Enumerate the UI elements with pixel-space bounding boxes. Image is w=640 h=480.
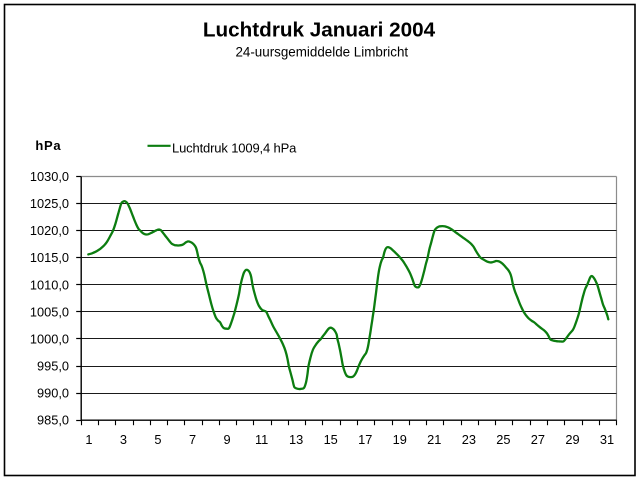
- svg-text:990,0: 990,0: [37, 386, 69, 401]
- svg-text:31: 31: [600, 432, 614, 447]
- svg-text:1010,0: 1010,0: [30, 277, 69, 292]
- svg-text:9: 9: [223, 432, 230, 447]
- svg-text:Luchtdruk Januari 2004: Luchtdruk Januari 2004: [203, 19, 436, 42]
- svg-text:1020,0: 1020,0: [30, 223, 69, 238]
- svg-text:1005,0: 1005,0: [30, 304, 69, 319]
- svg-text:7: 7: [189, 432, 196, 447]
- svg-text:995,0: 995,0: [37, 359, 69, 374]
- svg-text:1015,0: 1015,0: [30, 250, 69, 265]
- svg-text:1025,0: 1025,0: [30, 196, 69, 211]
- svg-text:1030,0: 1030,0: [30, 169, 69, 184]
- svg-text:985,0: 985,0: [37, 413, 69, 428]
- svg-text:3: 3: [120, 432, 127, 447]
- svg-text:11: 11: [255, 432, 268, 447]
- svg-text:27: 27: [531, 432, 545, 447]
- svg-text:15: 15: [324, 432, 338, 447]
- svg-text:29: 29: [565, 432, 579, 447]
- svg-text:19: 19: [393, 432, 407, 447]
- svg-text:1000,0: 1000,0: [30, 331, 69, 346]
- svg-text:25: 25: [496, 432, 510, 447]
- svg-text:21: 21: [427, 432, 441, 447]
- svg-text:hPa: hPa: [35, 138, 61, 153]
- svg-text:23: 23: [462, 432, 476, 447]
- svg-text:17: 17: [358, 432, 372, 447]
- svg-text:1: 1: [85, 432, 92, 447]
- svg-text:13: 13: [289, 432, 303, 447]
- svg-text:24-uursgemiddelde Limbricht: 24-uursgemiddelde Limbricht: [235, 45, 408, 60]
- svg-text:5: 5: [154, 432, 161, 447]
- svg-text:Luchtdruk 1009,4 hPa: Luchtdruk 1009,4 hPa: [172, 140, 297, 155]
